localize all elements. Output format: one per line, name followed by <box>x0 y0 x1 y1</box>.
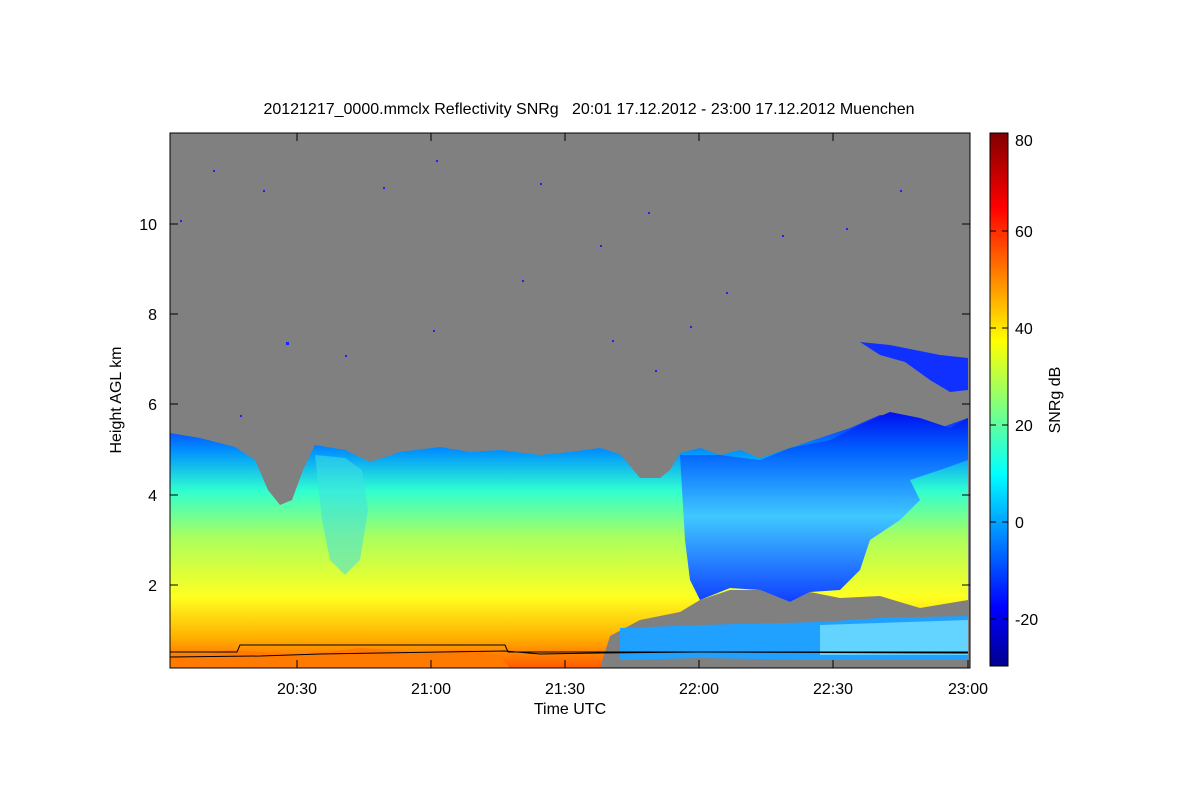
cloud-field-right <box>680 412 968 602</box>
x-tick-label: 23:00 <box>948 681 988 698</box>
x-axis-label: Time UTC <box>534 701 606 718</box>
y-tick-label: 6 <box>148 397 157 414</box>
x-tick-label: 21:00 <box>411 681 451 698</box>
surface-warm-band <box>170 648 510 668</box>
plot-frame <box>169 132 971 669</box>
black-line-lower <box>170 650 969 658</box>
low-layer-streaks <box>820 620 968 655</box>
colorbar-label: SNRg dB <box>1047 367 1064 434</box>
cloud-core-2030 <box>315 455 368 575</box>
black-line-upper <box>170 644 968 653</box>
x-tick-label: 22:30 <box>813 681 853 698</box>
colorbar-tick-label: 20 <box>1015 418 1033 435</box>
colorbar-tick-label: 40 <box>1015 321 1033 338</box>
y-tick-label: 8 <box>148 307 157 324</box>
cloud-upper-layer <box>860 342 968 392</box>
colorbar-tick-label: 60 <box>1015 224 1033 241</box>
plot-area <box>170 133 970 668</box>
y-tick-label: 4 <box>148 488 157 505</box>
noise-pixels <box>180 160 902 417</box>
y-axis-label: Height AGL km <box>108 346 125 453</box>
colorbar-tick-label: -20 <box>1015 612 1038 629</box>
colorbar-gradient <box>989 132 1009 667</box>
chart-title: 20121217_0000.mmclx Reflectivity SNRg 20… <box>263 101 914 118</box>
colorbar: -20 0 20 40 60 80 SNRg dB <box>989 132 1064 667</box>
y-tick-label: 10 <box>139 217 157 234</box>
colorbar-tick-label: 0 <box>1015 515 1024 532</box>
x-tick-label: 21:30 <box>545 681 585 698</box>
y-tick-label: 2 <box>148 578 157 595</box>
x-axis: 20:30 21:00 21:30 22:00 22:30 23:00 Time… <box>277 133 988 718</box>
colorbar-tick-label: 80 <box>1015 133 1033 150</box>
y-axis: 2 4 6 8 10 Height AGL km <box>108 217 970 595</box>
x-tick-label: 20:30 <box>277 681 317 698</box>
x-tick-label: 22:00 <box>679 681 719 698</box>
